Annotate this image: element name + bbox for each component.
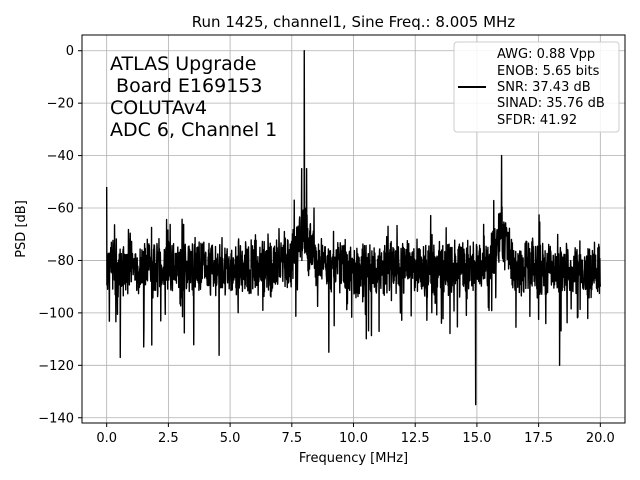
x-tick-label: 17.5 xyxy=(524,431,553,446)
y-tick-label: −100 xyxy=(38,306,74,321)
y-tick-label: −140 xyxy=(38,411,74,426)
y-axis-ticks: 0 −20 −40 −60 −80 −100 −120 −140 xyxy=(38,44,82,426)
x-tick-label: 10.0 xyxy=(339,431,368,446)
psd-series-line xyxy=(105,50,602,406)
x-tick-label: 0.0 xyxy=(96,431,117,446)
x-tick-label: 15.0 xyxy=(462,431,491,446)
x-axis-label: Frequency [MHz] xyxy=(299,451,408,466)
legend-entry-sfdr: SFDR: 41.92 xyxy=(497,113,577,128)
x-tick-label: 5.0 xyxy=(220,431,241,446)
y-tick-label: −40 xyxy=(47,149,74,164)
annotation-line-3: COLUTAv4 xyxy=(110,97,207,119)
annotation-line-1: ATLAS Upgrade xyxy=(110,53,256,75)
legend: AWG: 0.88 Vpp ENOB: 5.65 bits SNR: 37.43… xyxy=(453,41,620,133)
x-tick-label: 12.5 xyxy=(401,431,430,446)
legend-box xyxy=(453,41,620,133)
y-tick-label: −20 xyxy=(47,97,74,112)
y-tick-label: −120 xyxy=(38,359,74,374)
plot-area-frame xyxy=(81,34,626,424)
legend-entry-awg: AWG: 0.88 Vpp xyxy=(497,47,595,62)
annotation-line-2: Board E169153 xyxy=(110,75,262,97)
legend-entry-sinad: SINAD: 35.76 dB xyxy=(497,96,605,111)
x-tick-label: 20.0 xyxy=(586,431,615,446)
legend-entry-enob: ENOB: 5.65 bits xyxy=(497,64,600,79)
x-axis-ticks: 0.0 2.5 5.0 7.5 10.0 12.5 15.0 17.5 20.0 xyxy=(96,423,615,446)
annotation-line-4: ADC 6, Channel 1 xyxy=(110,119,277,141)
y-axis-label: PSD [dB] xyxy=(14,200,29,258)
x-tick-label: 2.5 xyxy=(158,431,179,446)
y-tick-label: −80 xyxy=(47,254,74,269)
legend-entry-snr: SNR: 37.43 dB xyxy=(497,80,591,95)
y-tick-label: −60 xyxy=(47,202,74,217)
y-tick-label: 0 xyxy=(66,44,74,59)
chart-title: Run 1425, channel1, Sine Freq.: 8.005 MH… xyxy=(192,13,516,31)
chart-annotation: ATLAS Upgrade Board E169153 COLUTAv4 ADC… xyxy=(110,53,277,141)
x-tick-label: 7.5 xyxy=(281,431,302,446)
